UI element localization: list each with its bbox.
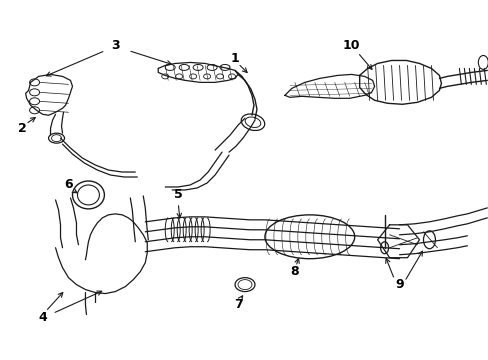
Text: 1: 1: [230, 52, 239, 65]
Text: 5: 5: [173, 188, 182, 202]
Text: 2: 2: [18, 122, 27, 135]
Text: 8: 8: [290, 265, 299, 278]
Text: 3: 3: [111, 39, 120, 52]
Text: 10: 10: [342, 39, 360, 52]
Text: 7: 7: [233, 298, 242, 311]
Text: 9: 9: [394, 278, 403, 291]
Text: 4: 4: [38, 311, 47, 324]
Text: 6: 6: [64, 179, 73, 192]
